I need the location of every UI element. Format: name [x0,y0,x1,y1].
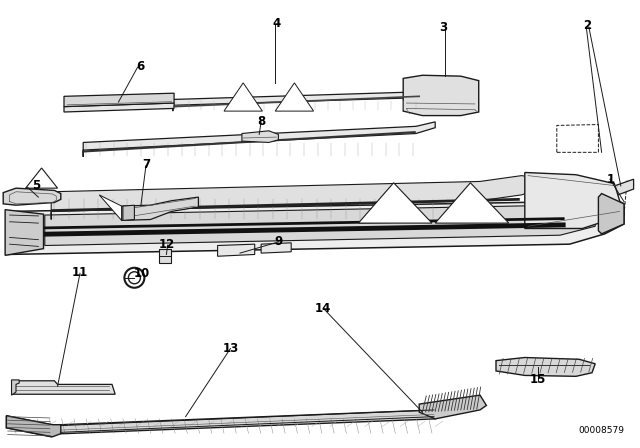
Polygon shape [6,416,61,437]
Polygon shape [218,244,255,256]
Polygon shape [6,410,442,437]
Polygon shape [419,395,486,419]
Polygon shape [496,358,595,376]
Polygon shape [45,205,595,246]
Polygon shape [123,205,134,220]
Polygon shape [83,122,435,157]
Polygon shape [403,75,479,116]
Polygon shape [224,83,262,111]
Polygon shape [64,93,174,107]
Text: 7: 7 [142,158,150,172]
Text: 5: 5 [33,179,40,193]
Polygon shape [64,103,174,112]
Polygon shape [242,131,278,142]
Polygon shape [275,83,314,111]
FancyBboxPatch shape [159,249,171,263]
Text: 1: 1 [607,172,615,186]
Polygon shape [5,210,44,255]
Polygon shape [122,197,198,220]
Polygon shape [51,176,544,220]
Text: 10: 10 [134,267,150,280]
Polygon shape [3,188,61,205]
Text: 15: 15 [529,373,546,387]
Polygon shape [6,194,624,254]
Polygon shape [173,89,429,111]
Text: 3: 3 [439,21,447,34]
Polygon shape [435,183,509,223]
Polygon shape [12,380,19,395]
Polygon shape [26,168,58,188]
Text: 11: 11 [72,266,88,279]
Text: 12: 12 [158,237,175,251]
Polygon shape [525,172,624,228]
Text: 00008579: 00008579 [579,426,625,435]
Polygon shape [261,243,291,253]
Text: 6: 6 [137,60,145,73]
Polygon shape [13,381,115,394]
Polygon shape [614,179,634,196]
Text: 9: 9 [275,235,282,249]
Text: 2: 2 [584,19,591,33]
Polygon shape [358,183,432,223]
Polygon shape [598,194,624,234]
Text: 13: 13 [222,342,239,355]
Text: 14: 14 [315,302,332,315]
Text: 8: 8 [257,115,265,129]
Polygon shape [99,195,122,220]
Text: 4: 4 [273,17,280,30]
